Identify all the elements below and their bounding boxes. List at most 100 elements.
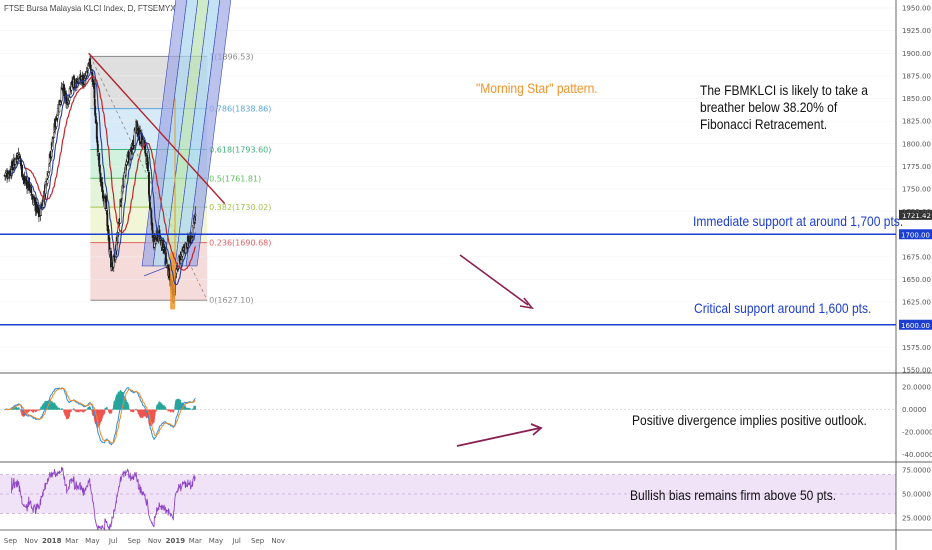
macd-histogram-bar — [161, 403, 163, 410]
fib-level-label: 0.618(1793.60) — [209, 146, 271, 155]
rsi-line — [11, 466, 196, 531]
candle-down — [149, 207, 152, 209]
macd-histogram-bar — [151, 409, 154, 424]
date-tick-label: Sep — [127, 537, 141, 545]
candle-up — [194, 214, 197, 217]
date-tick-label: Jul — [231, 537, 241, 545]
macd-histogram-bar — [106, 408, 108, 410]
macd-histogram-bar — [26, 409, 28, 414]
support-price-label: 1600.00 — [901, 322, 930, 330]
outlook-line-1: The FBMKLCI is likely to take a — [700, 82, 868, 98]
price-tick-label: 1825.00 — [902, 118, 931, 126]
price-tick-label: 1675.00 — [902, 253, 931, 261]
date-tick-label: Jul — [108, 537, 118, 545]
macd-panel — [0, 387, 896, 447]
macd-histogram-bar — [73, 408, 75, 410]
rsi-panel — [0, 466, 896, 531]
last-price-label: 1721.42 — [902, 212, 931, 220]
candle-down — [147, 172, 150, 195]
price-tick-label: 1800.00 — [902, 140, 931, 148]
signal-line — [4, 387, 196, 444]
macd-histogram-bar — [61, 408, 64, 410]
pitchfork-band — [185, 0, 232, 267]
macd-histogram-bar — [24, 409, 26, 416]
macd-tick-label: 0.0000 — [902, 406, 927, 414]
macd-tick-label: 20.0000 — [902, 384, 931, 392]
fib-level-label: 0.382(1730.02) — [209, 203, 271, 212]
macd-histogram-bar — [99, 409, 102, 423]
macd-histogram-bar — [66, 409, 68, 420]
macd-histogram-bar — [97, 409, 99, 427]
macd-histogram-bar — [29, 409, 32, 411]
date-tick-label: Sep — [251, 537, 265, 545]
macd-note: Positive divergence implies positive out… — [632, 412, 867, 428]
pitchfork-band — [141, 0, 188, 267]
macd-histogram-bar — [73, 409, 76, 411]
macd-histogram-bar — [92, 409, 95, 416]
price-tick-label: 1550.00 — [902, 367, 931, 375]
macd-histogram-bar — [35, 409, 38, 412]
fib-level-label: 0.786(1838.86) — [209, 105, 271, 114]
macd-histogram-bar — [106, 407, 108, 410]
candle-up — [180, 259, 183, 265]
macd-histogram-bar — [28, 409, 31, 412]
support-price-tag — [899, 229, 932, 240]
macd-histogram-bar — [175, 399, 177, 410]
candle-up — [46, 179, 49, 184]
macd-histogram-bar — [33, 409, 35, 411]
candle-down — [33, 196, 36, 198]
macd-histogram-bar — [31, 409, 33, 412]
last-price-tag — [899, 209, 932, 220]
macd-histogram-bar — [130, 409, 132, 412]
macd-histogram-bar — [185, 407, 187, 410]
macd-histogram-bar — [133, 409, 135, 413]
macd-histogram-bar — [109, 409, 111, 413]
critical-support-label: Critical support around 1,600 pts. — [694, 300, 872, 316]
macd-histogram-bar — [192, 408, 194, 410]
candle-up — [47, 172, 50, 176]
candle-down — [94, 116, 97, 124]
price-tick-label: 1750.00 — [902, 186, 931, 194]
drawn-lines[interactable]: 1700.00 1600.00 1721.42 — [0, 52, 932, 330]
divergence-arrowhead — [530, 423, 543, 436]
candle-down — [93, 98, 96, 106]
macd-tick-label: -40.0000 — [902, 451, 932, 459]
candle-up — [120, 190, 123, 199]
price-tick-label: 1925.00 — [902, 27, 931, 35]
macd-histogram-bar — [104, 407, 106, 410]
lower-low-arrowhead — [519, 297, 534, 310]
support-price-tag — [899, 319, 932, 330]
immediate-support-label: Immediate support at around 1,700 pts. — [693, 213, 904, 229]
macd-histogram-bar — [83, 409, 85, 413]
pitchfork-channel[interactable] — [141, 0, 232, 277]
candle-up — [59, 101, 62, 105]
date-tick-label: Nov — [271, 537, 285, 545]
price-tick-label: 1775.00 — [902, 163, 931, 171]
macd-histogram-bar — [59, 409, 61, 410]
macd-histogram-bar — [134, 409, 136, 411]
macd-histogram-bar — [128, 408, 130, 410]
price-tick-label: 1900.00 — [902, 50, 931, 58]
macd-histogram-bar — [78, 409, 80, 412]
macd-histogram-bar — [104, 409, 106, 411]
candle-up — [191, 225, 194, 237]
pitchfork-handle — [143, 265, 170, 277]
macd-histogram-bar — [178, 398, 180, 410]
macd-histogram-bar — [37, 409, 39, 411]
macd-histogram-bar — [125, 401, 128, 410]
macd-histogram-bar — [142, 409, 144, 417]
macd-histogram-bar — [154, 409, 156, 415]
downtrend-line — [88, 52, 226, 205]
macd-histogram-bar — [80, 409, 83, 412]
macd-histogram-bar — [164, 406, 167, 410]
outlook-line-3: Fibonacci Retracement. — [700, 116, 828, 132]
candle-down — [95, 122, 98, 139]
rsi-tick-label: 50.0000 — [902, 491, 931, 499]
macd-histogram-bar — [42, 403, 45, 410]
macd-tick-label: -20.0000 — [902, 429, 932, 437]
macd-histogram-bar — [123, 396, 125, 410]
macd-histogram-bar — [70, 409, 72, 412]
fib-level-label: 0.236(1690.68) — [209, 239, 271, 248]
macd-histogram-bar — [90, 408, 92, 410]
